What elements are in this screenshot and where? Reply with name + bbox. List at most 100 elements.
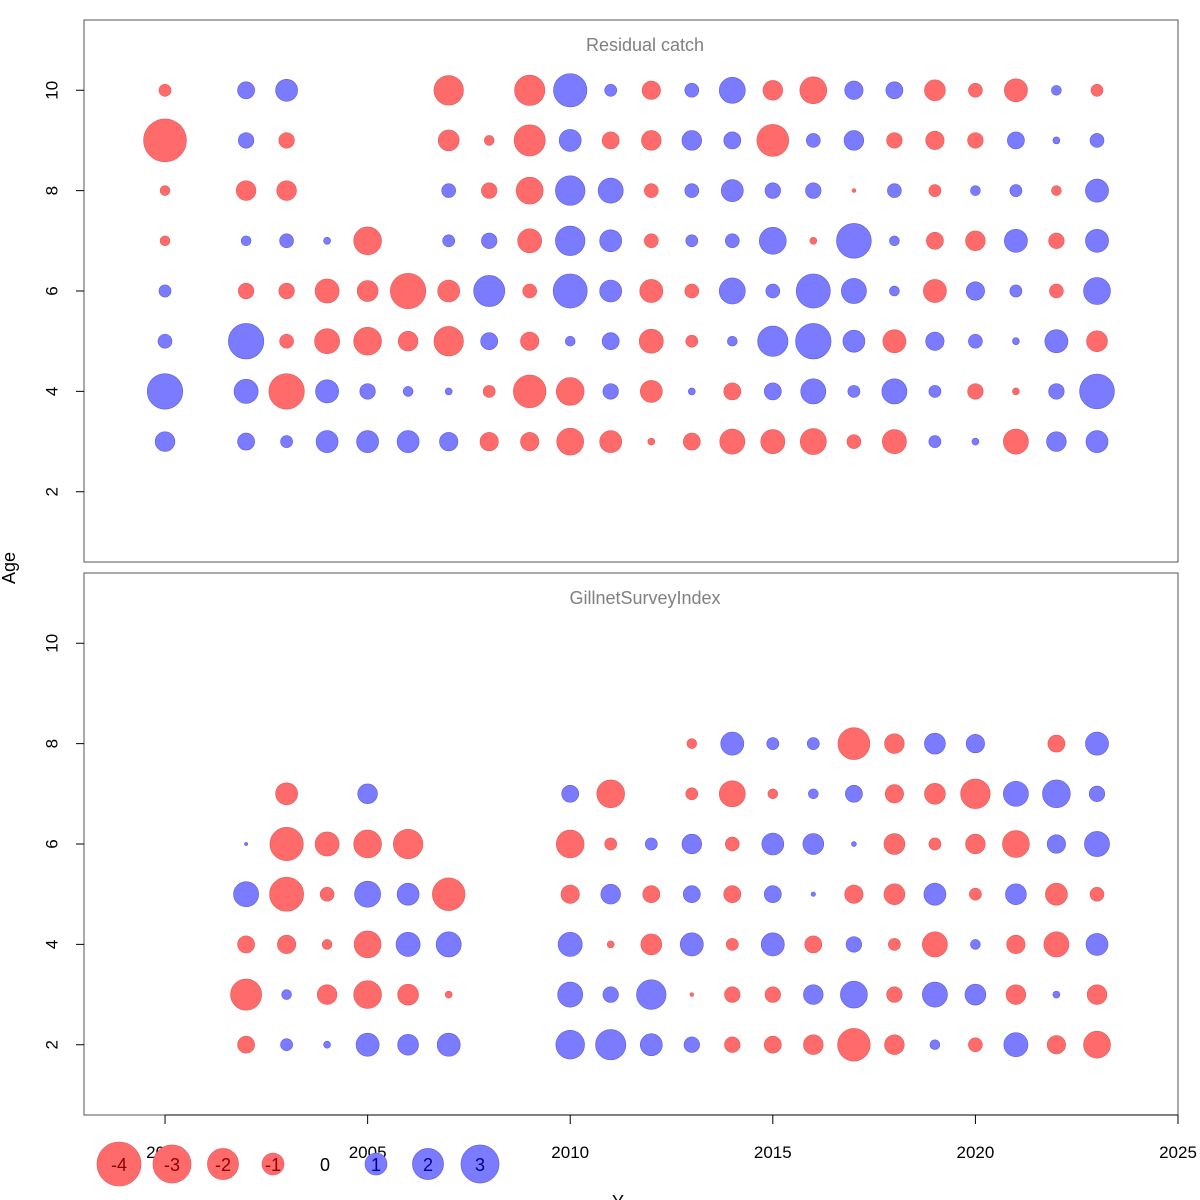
bubble-2018-age-6 [889,285,900,297]
bubble-2016-age-10 [799,76,828,105]
bubble-2003-age-4 [268,373,305,410]
legend-bubble [152,1144,192,1184]
bubble-2015-age-4 [760,932,785,957]
bubble-2020-age-7 [965,230,986,251]
bubble-2021-age-3 [1003,428,1029,455]
x-tick-label: 2020 [956,1143,994,1162]
bubble-2009-age-5 [520,331,540,351]
bubble-2002-age-5 [228,323,265,360]
bubble-2004-age-6 [314,278,340,304]
bubble-2016-age-3 [799,428,827,455]
bubble-2023-age-5 [1086,330,1108,352]
bubble-2021-age-7 [1003,780,1029,807]
bubble-2007-age-3 [444,990,453,999]
bubble-2000-age-9 [143,118,187,163]
bubble-2015-age-3 [760,429,786,454]
bubble-2015-age-10 [762,80,783,101]
bubble-2015-age-6 [761,832,785,856]
x-tick-label: 2015 [754,1143,792,1162]
bubble-2015-age-8 [766,737,780,750]
bubble-2022-age-3 [1046,431,1067,452]
bubble-2015-age-2 [763,1035,782,1054]
bubble-2011-age-8 [597,177,624,204]
bubble-2010-age-4 [557,932,583,957]
bubble-2004-age-5 [319,886,335,902]
bubble-2005-age-7 [353,226,382,256]
bubble-2014-age-3 [724,986,741,1003]
bubble-2014-age-2 [724,1036,741,1053]
panel-survey: GillnetSurveyIndex 2 4 6 8 10 [43,572,1179,1116]
bubble-2008-age-4 [482,385,496,398]
bubble-2018-age-4 [881,378,908,405]
bubble-2023-age-7 [1085,228,1109,253]
bubble-2007-age-2 [436,1032,461,1057]
bubble-2023-age-9 [1089,133,1105,148]
bubble-2018-age-7 [884,784,904,804]
bubble-2016-age-5 [795,323,832,360]
bubble-2013-age-4 [679,932,704,957]
bubble-2005-age-3 [356,430,379,453]
bubble-2013-age-9 [681,130,702,151]
bubble-2017-age-2 [837,1028,871,1062]
bubble-2023-age-3 [1085,430,1109,453]
bubble-2022-age-4 [1048,383,1065,400]
bubble-2013-age-7 [685,234,699,248]
bubble-2009-age-7 [517,228,543,254]
bubble-2006-age-3 [397,983,419,1006]
bubble-2017-age-4 [847,385,861,398]
legend-label: -3 [164,1155,180,1175]
bubble-2014-age-6 [718,277,746,305]
bubble-2015-age-7 [759,227,787,255]
bubble-2005-age-4 [359,383,376,400]
bubble-2010-age-5 [560,884,580,904]
bubble-2017-age-3 [846,434,862,449]
bubble-2004-age-6 [314,831,340,857]
legend-label: -2 [215,1155,231,1175]
bubble-2016-age-5 [810,891,816,897]
bubble-2004-age-3 [316,984,338,1005]
bubble-2012-age-9 [641,130,662,151]
bubble-2006-age-5 [397,331,419,352]
y-tick-label: 10 [43,634,62,653]
legend-label: 1 [371,1155,381,1175]
bubble-2012-age-7 [644,233,659,249]
legend-bubble [460,1144,500,1184]
bubble-2021-age-4 [1012,387,1020,396]
bubble-2000-age-8 [159,185,171,196]
bubble-2002-age-4 [233,379,259,404]
bubble-2008-age-3 [479,432,499,452]
bubble-2004-age-7 [323,237,331,245]
bubble-2003-age-6 [278,282,295,300]
bubble-2022-age-5 [1044,329,1069,354]
bubble-2007-age-5 [432,877,466,911]
bubble-2022-age-7 [1048,232,1065,249]
bubble-2014-age-4 [725,938,739,951]
bubble-2003-age-6 [269,827,304,861]
bubble-2012-age-4 [640,933,663,956]
bubble-2007-age-8 [441,183,456,198]
legend-label: -1 [265,1155,281,1175]
bubble-2003-age-3 [281,989,292,1000]
bubble-2011-age-6 [599,279,623,303]
bubble-2013-age-3 [689,992,695,997]
bubble-2014-age-5 [723,885,742,904]
bubble-2000-age-3 [154,431,176,452]
bubble-2011-age-10 [604,83,618,97]
bubble-2018-age-3 [882,429,907,454]
panel-catch-bubbles [143,73,1115,456]
bubble-2023-age-7 [1088,785,1106,802]
bubble-2003-age-2 [280,1038,293,1052]
bubble-2014-age-7 [725,233,740,249]
bubble-2022-age-2 [1046,1035,1066,1055]
bubble-2016-age-6 [795,273,831,309]
bubble-2021-age-3 [1005,984,1027,1005]
bubble-2021-age-8 [1009,184,1023,197]
bubble-2010-age-4 [555,377,585,406]
bubble-2009-age-9 [513,124,546,157]
bubble-2016-age-7 [808,788,819,800]
bubble-2019-age-7 [926,231,944,250]
bubble-2021-age-5 [1012,337,1020,345]
bubble-2020-age-3 [971,437,980,446]
bubble-2016-age-4 [804,935,823,954]
bubble-2002-age-10 [237,81,255,100]
